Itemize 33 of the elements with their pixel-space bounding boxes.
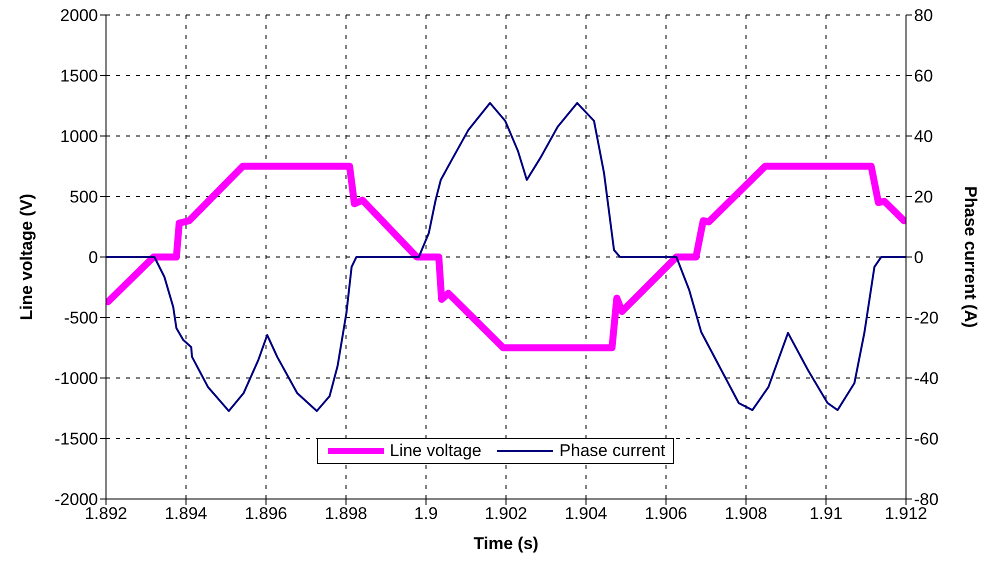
y-tick-label: -1000 <box>54 369 98 388</box>
legend-label: Phase current <box>559 441 666 461</box>
x-tick-label: 1.896 <box>244 504 288 524</box>
y-tick-label: -1500 <box>54 430 98 449</box>
x-axis-title: Time (s) <box>474 534 538 553</box>
y2-tick-label: -40 <box>914 369 939 388</box>
x-tick-label: 1.892 <box>84 504 128 524</box>
y2-axis-title: Phase current (A) <box>960 186 980 328</box>
y2-tick-label: 40 <box>914 127 933 146</box>
x-tick-label: 1.91 <box>809 504 843 524</box>
x-tick-label: 1.908 <box>724 504 768 524</box>
y2-tick-label: 0 <box>914 248 924 268</box>
y-tick-label: 1000 <box>60 127 98 146</box>
y2-tick-label: 20 <box>914 188 933 207</box>
x-tick-label: 1.912 <box>884 504 928 524</box>
y-tick-label: 0 <box>88 248 98 268</box>
y-tick-label: -500 <box>64 308 98 328</box>
y-tick-label: 1500 <box>60 66 98 86</box>
y2-tick-label: -20 <box>914 308 939 328</box>
y-tick-label: 2000 <box>60 6 98 26</box>
y2-tick-label: 60 <box>914 66 933 86</box>
x-tick-label: 1.898 <box>324 504 368 524</box>
x-tick-label: 1.906 <box>644 504 688 524</box>
y-axis-title: Line voltage (V) <box>17 194 36 320</box>
y2-tick-label: 80 <box>914 6 933 26</box>
y2-tick-label: -60 <box>914 430 939 449</box>
legend-label: Line voltage <box>390 441 482 461</box>
line-series <box>106 102 906 412</box>
x-tick-label: 1.894 <box>164 504 208 524</box>
y-tick-label: 500 <box>70 188 98 207</box>
x-tick-label: 1.902 <box>484 504 528 524</box>
x-tick-label: 1.904 <box>564 504 608 524</box>
x-tick-label: 1.9 <box>414 504 438 524</box>
